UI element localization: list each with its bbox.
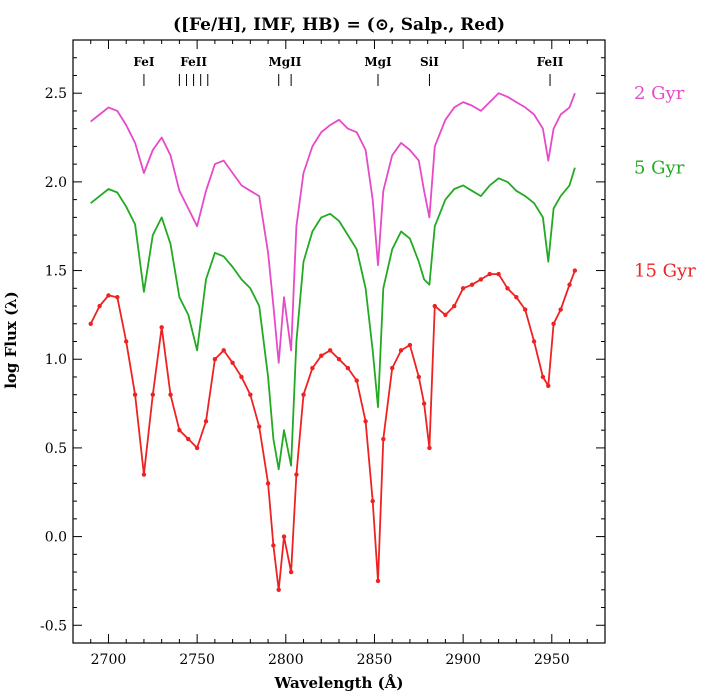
y-tick-label: 0.5 bbox=[45, 441, 67, 457]
series-point bbox=[212, 357, 218, 362]
series-point bbox=[327, 348, 333, 353]
series-point bbox=[276, 587, 281, 592]
line-marker-label: FeI bbox=[133, 55, 154, 69]
series-point bbox=[375, 578, 381, 584]
plot-frame bbox=[72, 39, 606, 644]
x-tick-label: 2950 bbox=[534, 652, 570, 668]
series-point bbox=[540, 374, 546, 380]
x-tick-label: 2750 bbox=[179, 652, 215, 668]
series-point bbox=[572, 268, 578, 273]
series-point bbox=[452, 303, 457, 309]
series-point bbox=[265, 481, 271, 486]
series-point bbox=[150, 392, 155, 397]
series-point bbox=[319, 353, 324, 358]
x-axis-title: Wavelength (Å) bbox=[273, 674, 403, 692]
series-point bbox=[294, 472, 299, 477]
series-point bbox=[531, 339, 537, 344]
series-line bbox=[89, 270, 576, 591]
series-point bbox=[546, 383, 551, 389]
line-marker-label: SiI bbox=[420, 55, 439, 69]
series-label: 5 Gyr bbox=[634, 158, 685, 179]
y-axis-title: log Flux (λ) bbox=[2, 291, 20, 389]
series-point bbox=[248, 392, 253, 397]
line-markers: FeI FeII MgII MgI SiI FeII bbox=[133, 55, 564, 86]
series-point bbox=[194, 445, 200, 451]
series-point bbox=[398, 348, 404, 353]
series-point bbox=[132, 392, 138, 397]
y-tick-label: 2.0 bbox=[45, 175, 67, 191]
line-marker-label: MgI bbox=[364, 55, 392, 69]
series-point bbox=[354, 378, 359, 383]
series-point bbox=[230, 360, 235, 365]
series-point bbox=[523, 307, 528, 312]
series-point bbox=[407, 342, 413, 348]
series-point bbox=[310, 365, 315, 371]
series-point bbox=[159, 325, 164, 330]
series-point bbox=[487, 271, 492, 277]
series-point bbox=[141, 472, 147, 477]
y-tick-label: 2.5 bbox=[45, 86, 67, 102]
series-point bbox=[443, 312, 448, 318]
series-line bbox=[90, 92, 576, 364]
series-point bbox=[460, 286, 466, 291]
line-marker-label: FeII bbox=[180, 55, 207, 69]
y-tick-label: 1.5 bbox=[45, 264, 67, 280]
series-point bbox=[97, 303, 102, 309]
series-point bbox=[478, 277, 484, 282]
series-point bbox=[186, 436, 191, 442]
series-point bbox=[505, 286, 510, 291]
series-point bbox=[106, 293, 111, 298]
y-axis-ticks: -0.5 0.0 0.5 1.0 1.5 2.0 2.5 bbox=[40, 57, 605, 644]
series-point bbox=[203, 419, 209, 424]
series-point bbox=[177, 427, 182, 433]
line-marker-label: FeII bbox=[537, 55, 564, 69]
y-tick-label: 1.0 bbox=[45, 352, 67, 368]
series-point bbox=[257, 424, 262, 429]
series-point bbox=[551, 321, 556, 326]
series-point bbox=[88, 321, 93, 326]
series-labels: 2 Gyr 5 Gyr 15 Gyr bbox=[634, 83, 696, 281]
series-point bbox=[288, 569, 294, 575]
series-point bbox=[567, 282, 572, 287]
series-point bbox=[416, 374, 421, 380]
series-point bbox=[221, 348, 226, 353]
y-tick-label: -0.5 bbox=[40, 618, 67, 634]
series-point bbox=[363, 419, 368, 424]
series-point bbox=[469, 282, 475, 287]
series-point bbox=[345, 365, 351, 371]
series-line bbox=[90, 167, 576, 471]
series-point bbox=[271, 543, 276, 548]
chart-title: ([Fe/H], IMF, HB) = (⊙, Salp., Red) bbox=[173, 15, 505, 35]
x-tick-label: 2700 bbox=[91, 652, 127, 668]
series-point bbox=[370, 498, 375, 504]
series-point bbox=[390, 365, 395, 371]
series-point bbox=[514, 294, 519, 300]
line-marker-label: MgII bbox=[268, 55, 301, 69]
series-point bbox=[496, 271, 501, 277]
x-tick-label: 2900 bbox=[445, 652, 481, 668]
x-tick-label: 2850 bbox=[357, 652, 393, 668]
series-point bbox=[336, 357, 342, 362]
series-label: 15 Gyr bbox=[634, 261, 696, 282]
series-point bbox=[427, 445, 432, 451]
x-axis-ticks: 2700 2750 2800 2850 2900 2950 bbox=[90, 40, 588, 668]
series-group bbox=[88, 92, 578, 592]
series-point bbox=[301, 392, 306, 397]
series-point bbox=[381, 436, 386, 442]
series-point bbox=[115, 294, 120, 300]
series-point bbox=[281, 534, 287, 539]
series-point bbox=[239, 374, 244, 380]
series-point bbox=[432, 303, 437, 309]
x-tick-label: 2800 bbox=[268, 652, 304, 668]
series-point bbox=[168, 392, 173, 397]
series-point bbox=[124, 339, 129, 344]
series-label: 2 Gyr bbox=[634, 83, 685, 104]
series-point bbox=[421, 401, 427, 406]
series-point bbox=[558, 307, 563, 312]
y-tick-label: 0.0 bbox=[45, 530, 67, 546]
